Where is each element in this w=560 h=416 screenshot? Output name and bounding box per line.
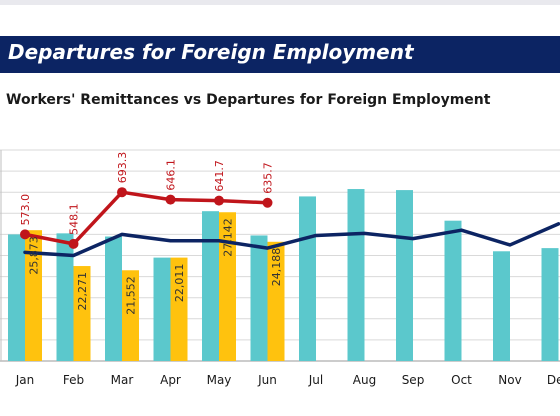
line-point xyxy=(117,187,127,198)
bar xyxy=(56,233,74,361)
bar-data-label: 22,011 xyxy=(173,264,186,303)
section-banner: Departures for Foreign Employment xyxy=(0,36,560,73)
bar-data-label: 25,873 xyxy=(28,236,41,275)
series-lines xyxy=(20,187,560,258)
line-data-label: 641.7 xyxy=(213,160,226,192)
bar xyxy=(347,189,365,361)
x-tick-label: Nov xyxy=(498,373,521,387)
bar-data-label: 24,188 xyxy=(270,248,283,287)
x-tick-label: May xyxy=(207,373,232,387)
chart-title: Workers' Remittances vs Departures for F… xyxy=(6,92,491,108)
bar-data-label: 22,271 xyxy=(76,272,89,311)
bar xyxy=(170,257,188,361)
bar xyxy=(250,235,268,361)
data-labels: 25,873 22,271 21,552 22,011 27,142 24,188 573.… xyxy=(19,152,283,315)
bar xyxy=(219,212,236,361)
line-data-label: 635.7 xyxy=(262,162,275,194)
series-line xyxy=(23,222,560,258)
x-tick-label: Oct xyxy=(451,373,472,387)
line-point xyxy=(165,194,176,205)
x-tick-label: Jun xyxy=(257,373,277,387)
line-data-label: 693.3 xyxy=(116,152,129,184)
bar xyxy=(8,234,25,361)
x-tick-label: Dec xyxy=(547,373,560,387)
bars xyxy=(8,189,559,361)
bar xyxy=(299,196,316,361)
bar-data-label: 21,552 xyxy=(125,276,138,315)
x-tick-label: Mar xyxy=(111,373,134,387)
x-tick-label: Jul xyxy=(308,373,323,387)
line-data-label: 573.0 xyxy=(19,194,32,226)
bar xyxy=(267,241,285,361)
bar xyxy=(105,236,122,361)
bar xyxy=(122,270,139,361)
bar xyxy=(493,251,510,361)
bar xyxy=(541,248,559,361)
x-tick-label: Feb xyxy=(63,373,84,387)
line-point xyxy=(20,229,30,240)
x-tick-label: Sep xyxy=(402,373,425,387)
bar xyxy=(25,230,42,361)
x-tick-label: Aug xyxy=(353,373,376,387)
line-data-label: 646.1 xyxy=(165,159,178,191)
bar xyxy=(202,211,219,361)
top-rule xyxy=(0,0,560,5)
bar xyxy=(73,266,91,361)
line-data-label: 548.1 xyxy=(68,203,81,235)
bar xyxy=(444,220,462,361)
line-point xyxy=(262,197,273,208)
x-tick-label: Apr xyxy=(160,373,181,387)
line-point xyxy=(214,195,224,206)
bar xyxy=(396,190,413,361)
banner-title: Departures for Foreign Employment xyxy=(8,40,414,64)
x-tick-label: Jan xyxy=(15,373,35,387)
line-point xyxy=(68,238,79,249)
bar-data-label: 27,142 xyxy=(222,218,235,257)
x-axis: Jan Feb Mar Apr May Jun Jul Aug Sep Oct Nov Dec xyxy=(15,373,560,387)
bar xyxy=(153,257,171,361)
series-line xyxy=(23,190,270,246)
